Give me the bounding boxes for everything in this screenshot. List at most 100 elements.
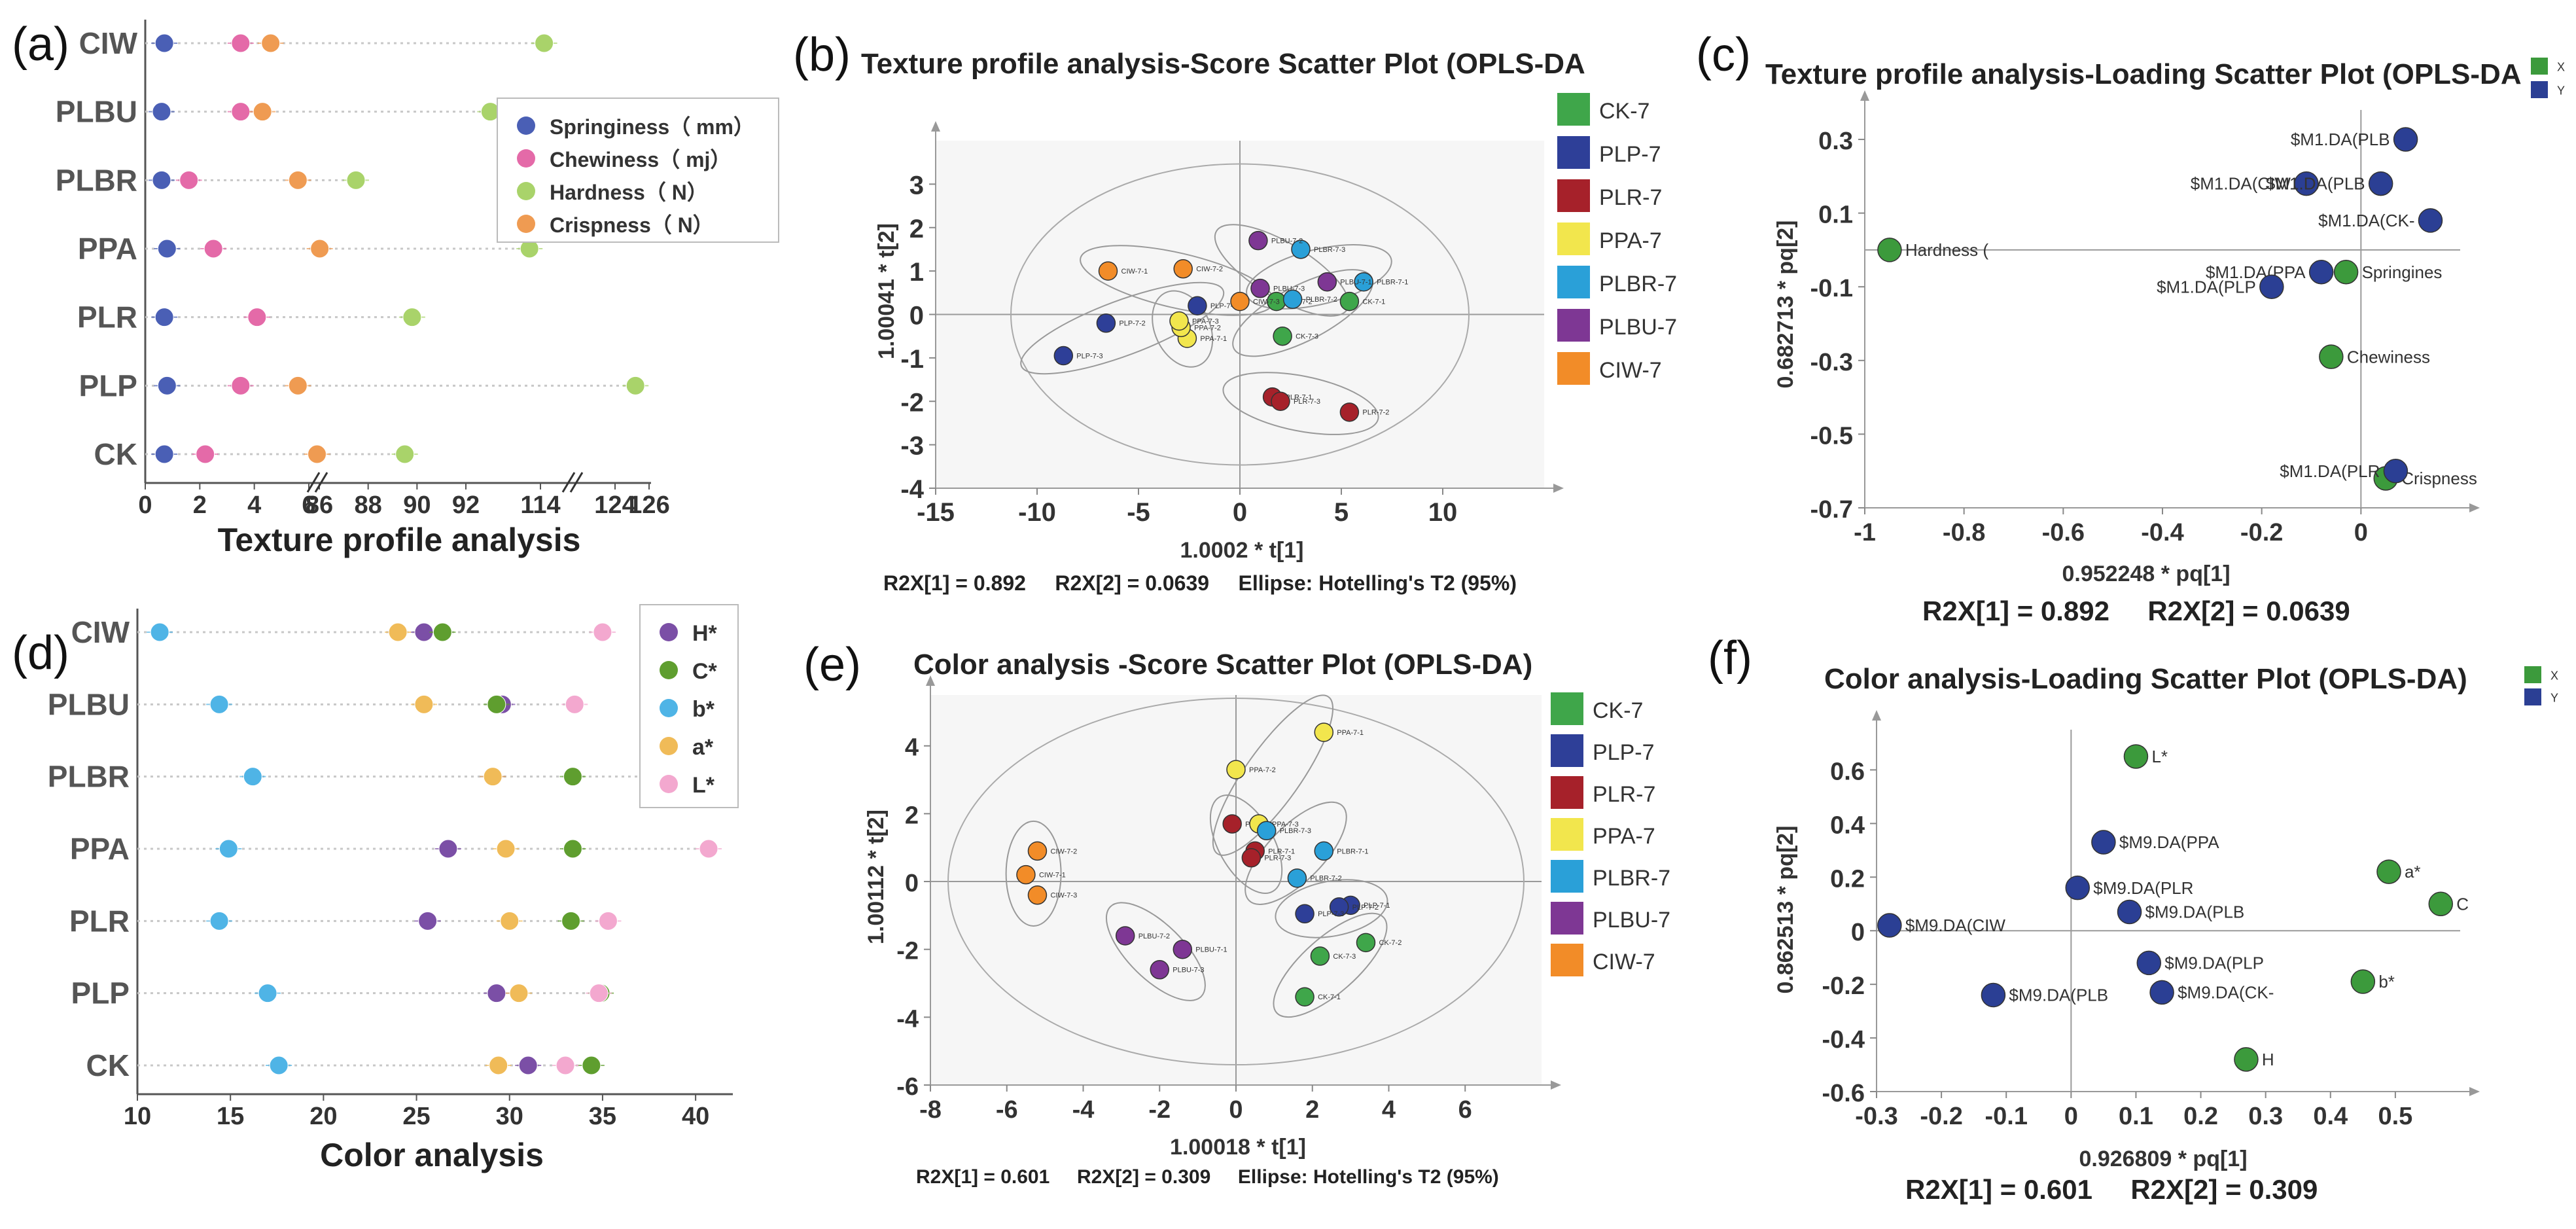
data-point	[483, 767, 503, 787]
point-label: CIW-7-1	[1121, 268, 1148, 276]
panel-f-xlabel: 0.926809 * pq[1]	[2079, 1147, 2247, 1171]
x-tick-label: 25	[402, 1103, 430, 1130]
x-tick-label: 10	[1428, 498, 1458, 527]
panel-d-chart: 10 15 20 25 30 35 40 CK PLP PLR PPA PLBR PLBU CIW H* C*…	[48, 604, 739, 1130]
legend-marker	[660, 737, 678, 755]
data-point	[487, 694, 506, 714]
point-label: $M9.DA(CIW	[1905, 916, 2006, 935]
panel-e-ylabel: 1.00112 * t[2]	[864, 810, 889, 944]
group-ellipse	[1275, 879, 1388, 938]
y-tick-label: -2	[896, 938, 919, 965]
data-point	[500, 911, 520, 931]
data-point	[1877, 238, 1902, 262]
point-label: $M1.DA(PLR	[2280, 461, 2380, 481]
data-point	[2065, 875, 2090, 900]
point-label: $M9.DA(CK-	[2178, 983, 2274, 1003]
data-point	[1173, 259, 1193, 279]
y-tick-label: 3	[909, 171, 924, 200]
data-point	[1096, 313, 1116, 333]
point-label: CIW-7-2	[1050, 847, 1077, 855]
y-tick-label: 2	[905, 802, 919, 829]
data-point	[1339, 291, 1360, 312]
panel-f-footer: R2X[1] = 0.601 R2X[2] = 0.309	[1905, 1174, 2318, 1205]
x-tick-label: -0.3	[1855, 1103, 1897, 1130]
point-label: PLP-7-3	[1076, 352, 1103, 360]
x-tick-label: 86	[306, 491, 333, 519]
panel-b-title: Texture profile analysis-Score Scatter P…	[861, 48, 1585, 80]
point-label: CIW-7-2	[1196, 266, 1223, 274]
legend-label: Y	[2557, 84, 2565, 97]
legend-label: H*	[692, 621, 718, 646]
x-tick-label: 2	[193, 491, 207, 519]
data-point	[561, 911, 581, 931]
legend-swatch	[1557, 223, 1590, 255]
x-tick-label: -10	[1018, 498, 1056, 527]
data-point	[219, 839, 238, 859]
data-point	[395, 444, 415, 464]
data-point	[1098, 261, 1118, 281]
legend-label: CK-7	[1599, 99, 1650, 124]
legend-label: Chewiness（ mj）	[550, 148, 731, 171]
data-point	[231, 376, 251, 395]
point-label: PLP-7-2	[1352, 904, 1379, 912]
data-point	[414, 694, 434, 714]
panel-c-xlabel: 0.952248 * pq[1]	[2062, 561, 2230, 586]
point-label: CK-7-1	[1362, 298, 1385, 306]
data-point	[231, 33, 251, 53]
data-point	[438, 839, 458, 859]
y-tick-label: -2	[900, 388, 924, 417]
data-point	[1230, 291, 1250, 312]
panel-b-ylabel: 1.00041 * t[2]	[874, 223, 899, 359]
data-point	[247, 308, 267, 327]
panel-letter-d: (d)	[12, 627, 69, 679]
data-point	[496, 839, 516, 859]
point-label: PPA-7-3	[1192, 317, 1219, 325]
point-label: CK-7-3	[1333, 953, 1356, 961]
x-tick-label: -0.2	[2240, 519, 2283, 546]
y-tick-label: -4	[900, 475, 924, 504]
y-axis-arrow	[931, 121, 940, 132]
legend-swatch	[1557, 266, 1590, 298]
data-point	[1016, 864, 1036, 885]
point-label: CIW-7-3	[1050, 892, 1077, 900]
legend-marker	[517, 149, 535, 168]
data-point	[1295, 987, 1314, 1007]
data-point	[1053, 346, 1074, 366]
panel-f-title: Color analysis-Loading Scatter Plot (OPL…	[1824, 663, 2467, 695]
data-point	[1354, 272, 1373, 292]
y-tick-label: 0.6	[1830, 758, 1865, 785]
legend-swatch	[1551, 776, 1583, 809]
y-axis-arrow	[926, 675, 935, 686]
data-point	[2418, 208, 2443, 233]
point-label: b*	[2378, 972, 2395, 991]
x-tick-label: -0.1	[1985, 1103, 2027, 1130]
group-ellipse	[1212, 694, 1334, 856]
data-point	[261, 33, 281, 53]
point-label: $M1.DA(CIW	[2191, 174, 2291, 194]
legend-marker	[517, 182, 535, 200]
category-label: PLR	[77, 300, 137, 334]
point-label: $M1.DA(PLB	[2291, 130, 2390, 149]
data-point	[2259, 274, 2284, 299]
data-point	[2149, 980, 2174, 1005]
panel-letter-c: (c)	[1696, 29, 1751, 81]
data-point	[2368, 171, 2393, 196]
data-point	[509, 984, 529, 1003]
data-point	[2319, 344, 2344, 369]
data-point	[243, 767, 262, 787]
legend-label: PLR-7	[1593, 782, 1655, 807]
data-point	[2123, 744, 2149, 769]
x-tick-label: 40	[682, 1103, 709, 1130]
legend-label: PLR-7	[1599, 185, 1662, 210]
data-point	[310, 239, 330, 258]
x-tick-label: -5	[1127, 498, 1150, 527]
x-tick-label: -0.4	[2141, 519, 2183, 546]
panel-c-footer: R2X[1] = 0.892 R2X[2] = 0.0639	[1922, 596, 2350, 626]
point-label: CK-7-1	[1318, 993, 1341, 1001]
x-tick-label: 90	[403, 491, 431, 519]
point-label: PLP-7-1	[1364, 902, 1390, 910]
data-point	[253, 102, 272, 122]
legend-marker	[517, 215, 535, 233]
data-point	[154, 33, 174, 53]
